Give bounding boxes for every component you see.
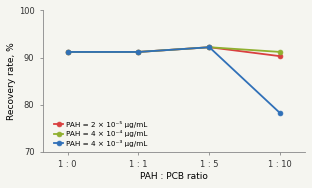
PAH = 4 × 10⁻⁴ μg/mL <box>137 51 140 53</box>
PAH = 2 × 10⁻⁵ μg/mL <box>66 51 70 53</box>
PAH = 4 × 10⁻³ μg/mL <box>66 51 70 53</box>
Line: PAH = 4 × 10⁻⁴ μg/mL: PAH = 4 × 10⁻⁴ μg/mL <box>65 45 283 54</box>
Legend: PAH = 2 × 10⁻⁵ μg/mL, PAH = 4 × 10⁻⁴ μg/mL, PAH = 4 × 10⁻³ μg/mL: PAH = 2 × 10⁻⁵ μg/mL, PAH = 4 × 10⁻⁴ μg/… <box>54 121 147 147</box>
Y-axis label: Recovery rate, %: Recovery rate, % <box>7 42 16 120</box>
PAH = 4 × 10⁻⁴ μg/mL <box>66 51 70 53</box>
PAH = 2 × 10⁻⁵ μg/mL <box>278 55 282 57</box>
Line: PAH = 4 × 10⁻³ μg/mL: PAH = 4 × 10⁻³ μg/mL <box>65 45 283 116</box>
PAH = 4 × 10⁻³ μg/mL <box>278 112 282 114</box>
PAH = 4 × 10⁻³ μg/mL <box>207 46 211 48</box>
PAH = 4 × 10⁻⁴ μg/mL <box>207 46 211 48</box>
PAH = 2 × 10⁻⁵ μg/mL <box>137 51 140 53</box>
PAH = 4 × 10⁻³ μg/mL <box>137 51 140 53</box>
X-axis label: PAH : PCB ratio: PAH : PCB ratio <box>140 172 208 181</box>
PAH = 4 × 10⁻⁴ μg/mL <box>278 51 282 53</box>
Line: PAH = 2 × 10⁻⁵ μg/mL: PAH = 2 × 10⁻⁵ μg/mL <box>65 45 283 59</box>
PAH = 2 × 10⁻⁵ μg/mL <box>207 46 211 48</box>
